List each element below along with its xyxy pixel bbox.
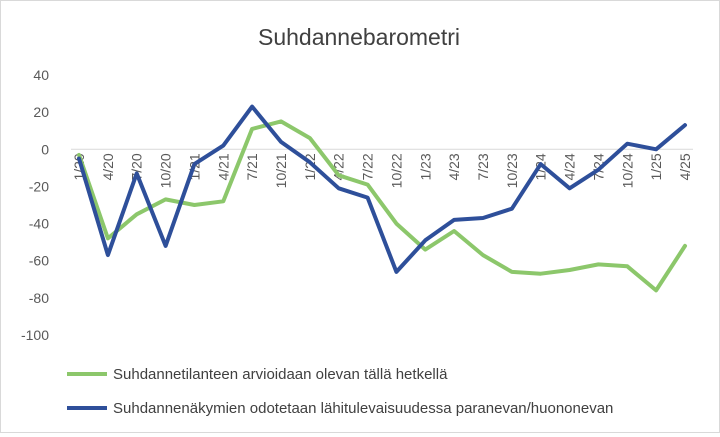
y-tick-label: 40 bbox=[33, 67, 49, 83]
x-tick-label: 4/21 bbox=[215, 153, 231, 180]
legend-label: Suhdannenäkymien odotetaan lähitulevaisu… bbox=[113, 400, 613, 417]
x-tick-label: 10/23 bbox=[504, 153, 520, 188]
series-line-1 bbox=[77, 119, 687, 293]
x-tick-label: 7/22 bbox=[360, 153, 376, 180]
legend-label: Suhdannetilanteen arvioidaan olevan täll… bbox=[113, 366, 448, 383]
x-tick-label: 10/21 bbox=[273, 153, 289, 188]
x-tick-label: 10/22 bbox=[388, 153, 404, 188]
chart-title: Suhdannebarometri bbox=[258, 24, 460, 50]
y-tick-label: -80 bbox=[29, 290, 49, 306]
legend: Suhdannetilanteen arvioidaan olevan täll… bbox=[67, 366, 613, 417]
y-tick-label: -40 bbox=[29, 216, 49, 232]
x-tick-label: 4/23 bbox=[446, 153, 462, 180]
series-line-2 bbox=[77, 104, 687, 274]
x-tick-label: 1/25 bbox=[648, 153, 664, 180]
x-tick-label: 4/24 bbox=[562, 153, 578, 180]
x-tick-label: 7/23 bbox=[475, 153, 491, 180]
y-tick-label: 0 bbox=[41, 141, 49, 157]
x-tick-label: 7/21 bbox=[244, 153, 260, 180]
x-tick-label: 4/25 bbox=[677, 153, 693, 180]
x-tick-label: 10/24 bbox=[619, 153, 635, 188]
y-tick-label: 20 bbox=[33, 104, 49, 120]
series-lines bbox=[77, 104, 687, 293]
x-tick-label: 7/20 bbox=[129, 153, 145, 180]
y-tick-label: -100 bbox=[21, 327, 49, 343]
y-tick-label: -60 bbox=[29, 253, 49, 269]
y-axis-tick-labels: 40 20 0 -20 -40 -60 -80 -100 bbox=[21, 67, 49, 343]
x-tick-label: 1/23 bbox=[417, 153, 433, 180]
y-tick-label: -20 bbox=[29, 178, 49, 194]
x-tick-label: 4/22 bbox=[331, 153, 347, 180]
x-tick-label: 4/20 bbox=[100, 153, 116, 180]
x-tick-label: 10/20 bbox=[158, 153, 174, 188]
